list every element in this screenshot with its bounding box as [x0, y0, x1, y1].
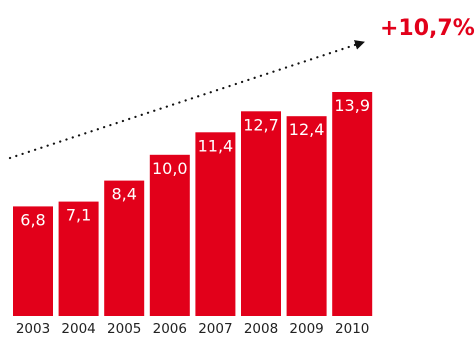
- bar-2007: [195, 132, 236, 316]
- growth-annotation: +10,7%: [380, 16, 475, 41]
- bar-2006: [149, 154, 190, 316]
- data-label-2004: 7,1: [66, 206, 91, 225]
- data-label-2010: 13,9: [334, 96, 370, 115]
- x-tick-label-2004: 2004: [61, 321, 95, 337]
- data-label-2009: 12,4: [289, 120, 325, 139]
- bar-2003: [13, 206, 53, 316]
- x-tick-label-2006: 2006: [153, 321, 187, 337]
- x-tick-label-2010: 2010: [335, 321, 369, 337]
- x-tick-label-2007: 2007: [198, 321, 232, 337]
- x-tick-label-2008: 2008: [244, 321, 278, 337]
- bar-2010: [332, 92, 373, 316]
- bar-2009: [286, 116, 327, 316]
- bar-2004: [58, 201, 99, 316]
- x-tick-label-2009: 2009: [289, 321, 323, 337]
- data-label-2008: 12,7: [243, 115, 279, 134]
- data-label-2007: 11,4: [198, 136, 234, 155]
- data-label-2006: 10,0: [152, 159, 188, 178]
- data-label-2003: 6,8: [20, 210, 45, 229]
- x-tick-label-2003: 2003: [16, 321, 50, 337]
- data-label-2005: 8,4: [111, 185, 136, 204]
- bar-2005: [104, 180, 145, 316]
- trend-arrow: [8, 40, 366, 160]
- bar-2008: [241, 111, 281, 316]
- x-tick-label-2005: 2005: [107, 321, 141, 337]
